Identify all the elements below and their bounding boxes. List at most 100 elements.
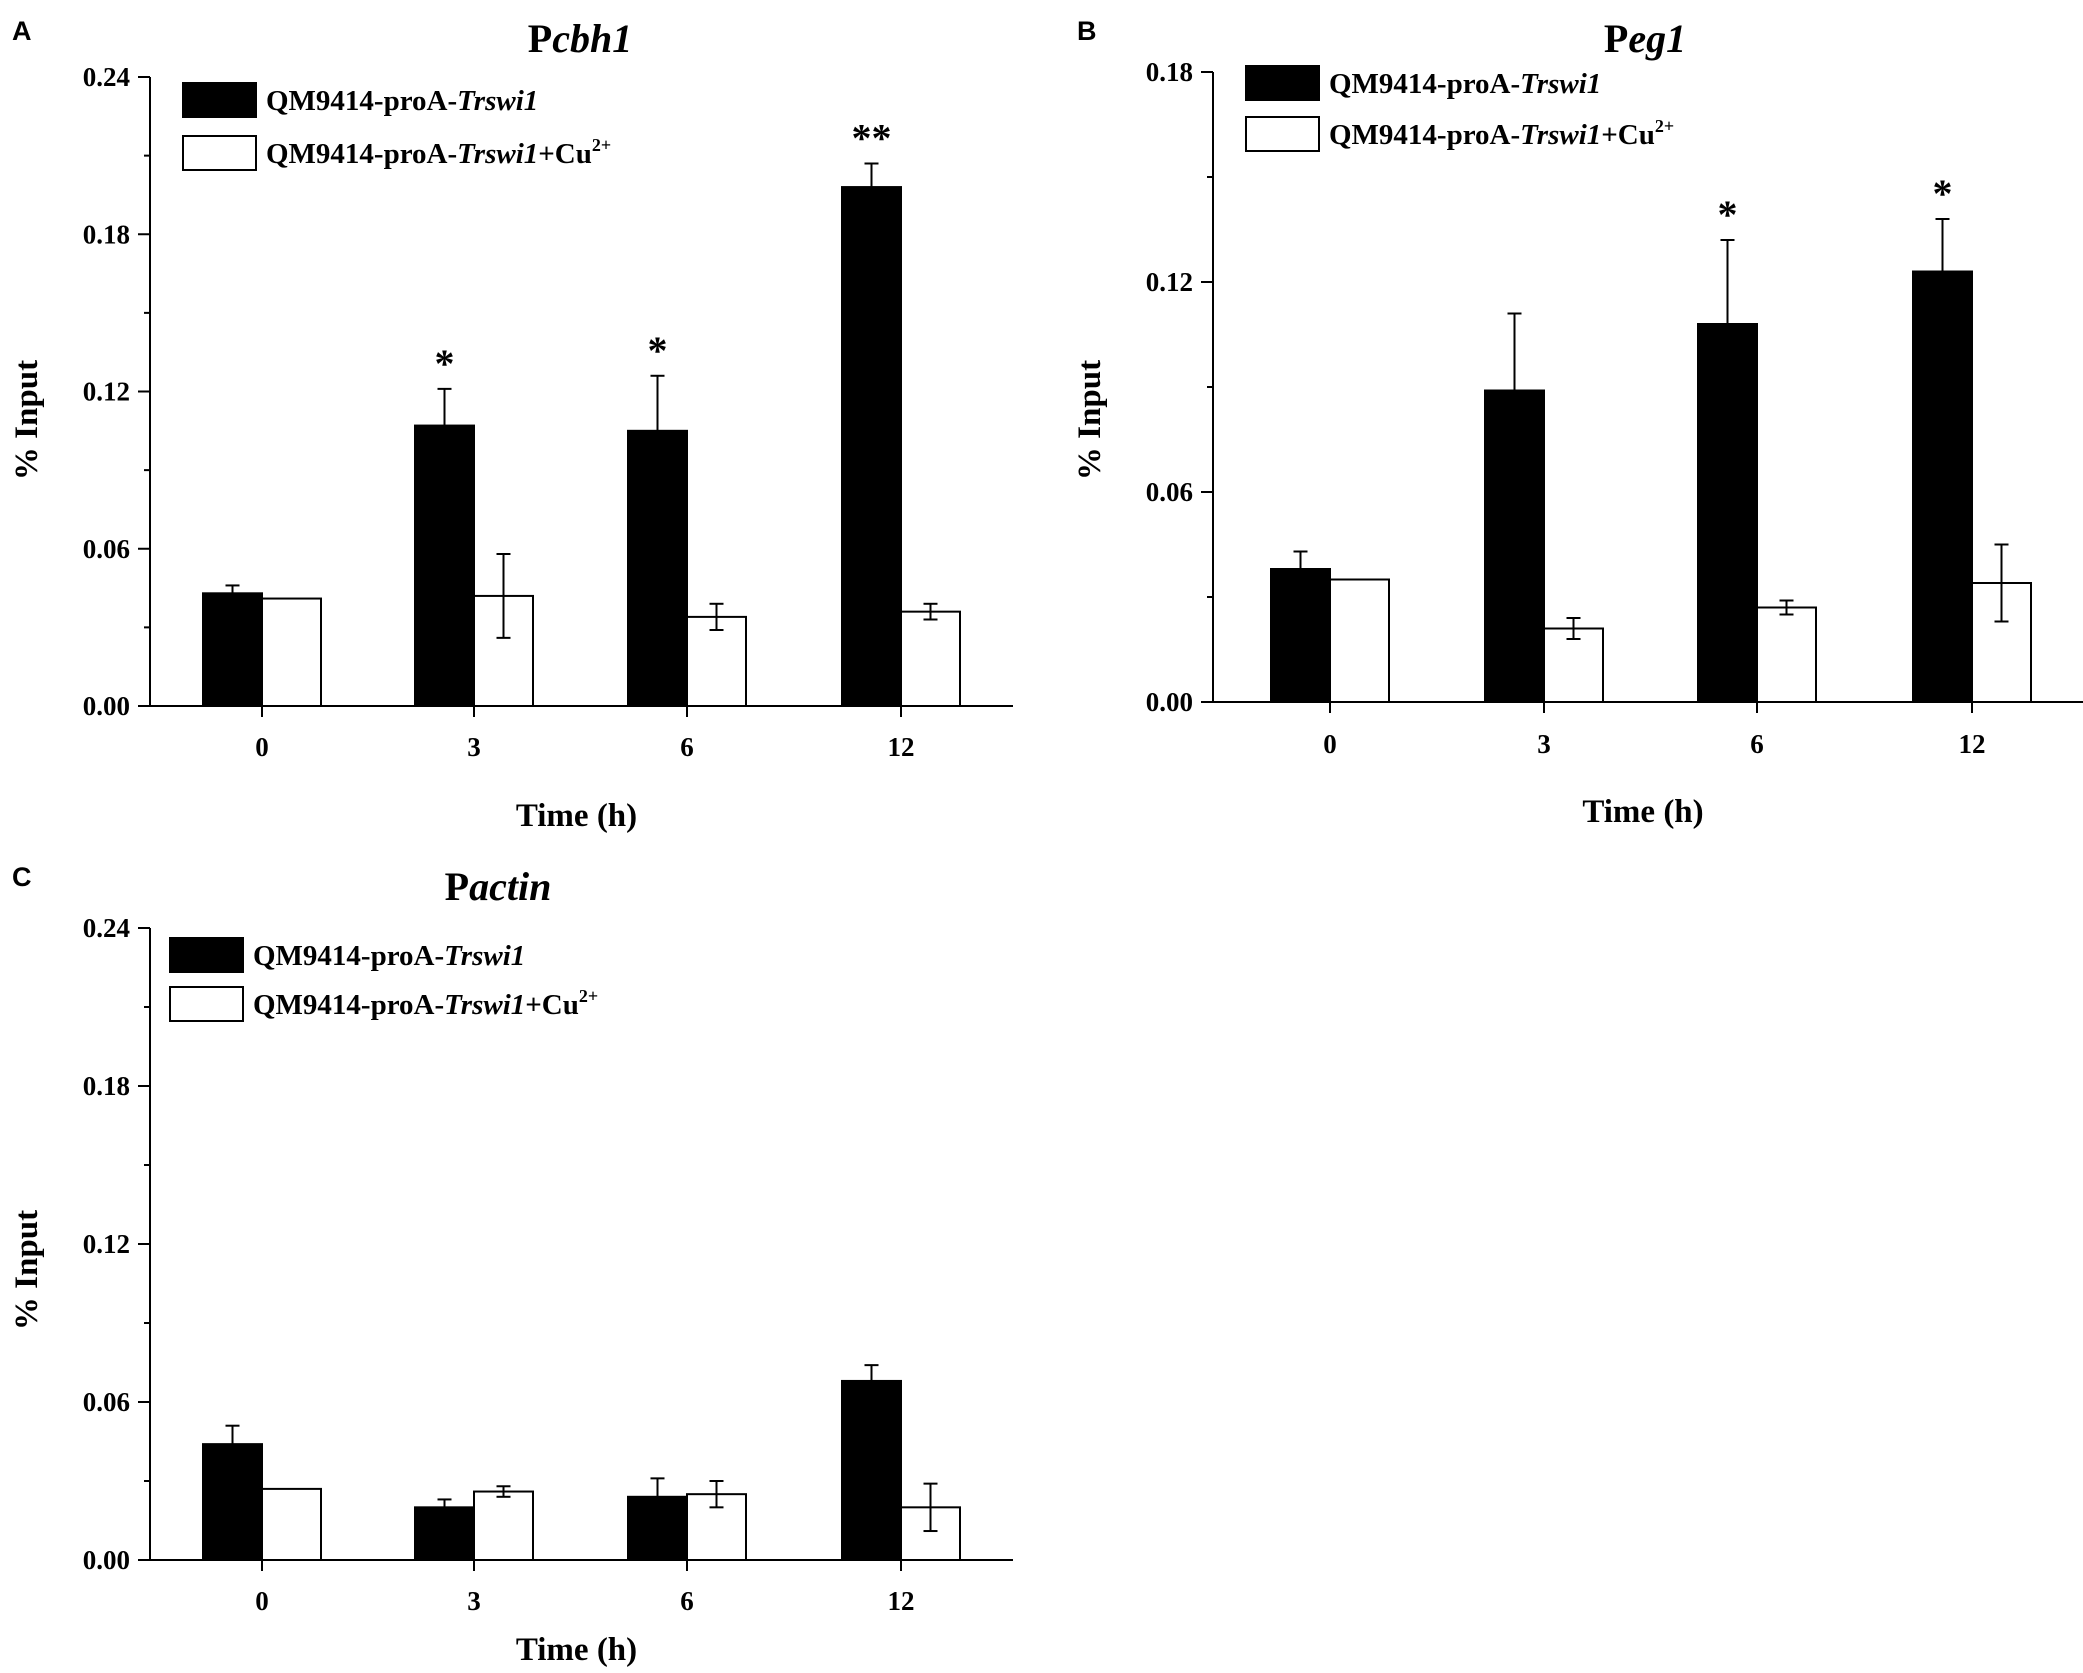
chart-title-gene: cbh1 [552, 16, 632, 61]
bar-control-6h [1697, 323, 1758, 703]
significance-marker: * [1718, 192, 1738, 237]
chart-panel-b: B Peg1 0.00 0.06 0.12 0.18 0 3 6 12 Time (h) % Inpu… [1072, 16, 2083, 830]
x-tick-label: 0 [1323, 729, 1337, 759]
bar-control-6h [627, 1495, 688, 1562]
x-tick-label: 12 [888, 1586, 915, 1616]
legend-suffix: +Cu [1601, 119, 1655, 151]
y-axis-label: % Input [1072, 360, 1108, 480]
bar-cu-0h [261, 1487, 322, 1562]
legend-swatch-cu [182, 135, 257, 171]
chart-title-prefix: P [528, 16, 552, 61]
chart-title-prefix: P [445, 864, 469, 909]
legend-superscript: 2+ [579, 986, 598, 1006]
panel-label: C [12, 862, 32, 892]
bar-control-3h [1484, 389, 1545, 703]
significance-marker: ** [852, 115, 892, 160]
legend-suffix: +Cu [525, 989, 579, 1021]
legend-gene: Trswi1 [444, 989, 525, 1021]
x-tick-label: 6 [680, 1586, 694, 1616]
y-tick-label: 0.24 [83, 62, 130, 92]
y-tick-label: 0.18 [1146, 57, 1193, 87]
x-tick-label: 3 [467, 732, 481, 762]
chart-panel-a: A Pcbh1 0.00 0.06 0.12 0.18 0.24 0 3 6 12 Time (h)%… [9, 16, 1013, 834]
legend-gene: Trswi1 [1520, 68, 1601, 100]
chart-title: Pcbh1 [528, 16, 632, 61]
x-tick-label: 12 [1959, 729, 1986, 759]
x-tick-label: 0 [255, 1586, 269, 1616]
chart-title: Pactin [445, 864, 552, 909]
bar-control-12h [841, 1379, 902, 1562]
chart-panel-c: C Pactin 0.00 0.06 0.12 0.18 0.24 0 3 6 12 Time (h)… [9, 862, 1013, 1668]
legend-swatch-cu [169, 986, 244, 1022]
x-axis-label: Time (h) [516, 798, 637, 834]
y-tick-label: 0.18 [83, 219, 130, 249]
legend-swatch-cu [1245, 116, 1320, 152]
y-axis-label: % Input [9, 360, 45, 480]
legend-label: QM9414-proA-Trswi1+Cu2+ [253, 986, 598, 1021]
bar-control-12h [1912, 270, 1973, 703]
y-tick-label: 0.06 [83, 1387, 130, 1417]
x-axis-label: Time (h) [516, 1632, 637, 1668]
y-tick-label: 0.06 [1146, 477, 1193, 507]
x-tick-label: 3 [467, 1586, 481, 1616]
significance-marker: * [648, 328, 668, 373]
bar-control-0h [202, 1443, 263, 1561]
chart-title-gene: eg1 [1628, 16, 1686, 61]
y-tick-label: 0.00 [83, 1545, 130, 1575]
panel-label: B [1077, 16, 1097, 46]
x-tick-label: 6 [680, 732, 694, 762]
legend-prefix: QM9414-proA- [1329, 68, 1520, 100]
bar-control-0h [202, 592, 263, 707]
chart-title-prefix: P [1604, 16, 1628, 61]
y-tick-label: 0.00 [1146, 687, 1193, 717]
legend-prefix: QM9414-proA- [1329, 119, 1520, 151]
bar-control-6h [627, 429, 688, 707]
x-tick-label: 0 [255, 732, 269, 762]
panel-label: A [12, 16, 32, 46]
legend-prefix: QM9414-proA- [266, 138, 457, 170]
bar-cu-6h [686, 615, 747, 707]
y-tick-label: 0.06 [83, 534, 130, 564]
bar-control-12h [841, 186, 902, 707]
y-tick-label: 0.12 [1146, 267, 1193, 297]
legend-prefix: QM9414-proA- [253, 940, 444, 972]
bar-cu-12h [900, 610, 961, 708]
y-tick-label: 0.24 [83, 913, 130, 943]
y-tick-label: 0.00 [83, 691, 130, 721]
legend-gene: Trswi1 [444, 940, 525, 972]
y-tick-label: 0.12 [83, 377, 130, 407]
bar-cu-3h [473, 1490, 534, 1561]
bar-control-0h [1270, 568, 1331, 703]
chart-title-gene: actin [469, 864, 551, 909]
x-tick-label: 12 [888, 732, 915, 762]
bar-cu-0h [261, 597, 322, 708]
legend-gene: Trswi1 [457, 138, 538, 170]
legend-swatch-control [1245, 65, 1320, 101]
legend-swatch-control [182, 82, 257, 118]
legend-prefix: QM9414-proA- [253, 989, 444, 1021]
y-axis-label: % Input [9, 1210, 45, 1330]
legend-label: QM9414-proA-Trswi1 [1329, 68, 1601, 100]
significance-marker: * [1933, 171, 1953, 216]
x-tick-label: 3 [1537, 729, 1551, 759]
legend-label: QM9414-proA-Trswi1 [266, 85, 538, 117]
legend-superscript: 2+ [592, 135, 611, 155]
chart-title: Peg1 [1604, 16, 1686, 61]
legend-label: QM9414-proA-Trswi1+Cu2+ [266, 135, 611, 170]
legend-label: QM9414-proA-Trswi1+Cu2+ [1329, 116, 1674, 151]
x-axis-label: Time (h) [1582, 794, 1703, 830]
legend-prefix: QM9414-proA- [266, 85, 457, 117]
bar-control-3h [414, 424, 475, 707]
bar-cu-3h [1543, 627, 1604, 703]
legend-gene: Trswi1 [457, 85, 538, 117]
significance-marker: * [435, 341, 455, 386]
bar-control-3h [414, 1506, 475, 1562]
y-tick-label: 0.12 [83, 1229, 130, 1259]
bar-cu-6h [1756, 606, 1817, 703]
legend-gene: Trswi1 [1520, 119, 1601, 151]
y-tick-label: 0.18 [83, 1071, 130, 1101]
legend-suffix: +Cu [538, 138, 592, 170]
x-tick-label: 6 [1750, 729, 1764, 759]
legend-superscript: 2+ [1655, 116, 1674, 136]
